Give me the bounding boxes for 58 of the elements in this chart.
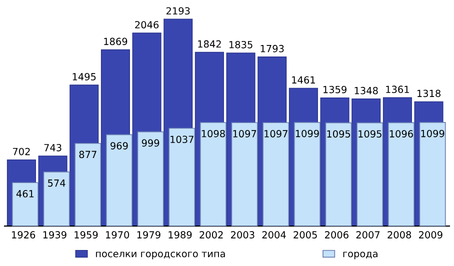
bar xyxy=(168,128,196,226)
data-label: 1097 xyxy=(264,130,288,138)
legend-label: поселки городского типа xyxy=(96,252,225,260)
bar xyxy=(106,134,132,226)
x-tick-label: 1989 xyxy=(168,231,192,238)
bar xyxy=(43,172,70,226)
x-tick-label: 1959 xyxy=(74,231,98,238)
data-label: 1318 xyxy=(417,90,440,98)
data-label: 1842 xyxy=(198,40,221,48)
data-label: 1348 xyxy=(354,86,378,94)
x-tick-label: 1926 xyxy=(12,231,36,238)
data-label: 1037 xyxy=(170,136,194,144)
x-tick-label: 2004 xyxy=(262,231,286,238)
data-label: 1461 xyxy=(292,76,315,84)
data-label: 1495 xyxy=(72,73,96,80)
data-label: 1099 xyxy=(421,130,444,138)
data-label: 1096 xyxy=(390,130,413,138)
x-tick-label: 2007 xyxy=(356,231,380,238)
bar xyxy=(137,131,164,226)
data-label: 1099 xyxy=(296,130,319,138)
bar xyxy=(12,182,38,226)
x-tick-label: 2008 xyxy=(388,231,412,238)
data-label: 2046 xyxy=(135,21,159,28)
x-tick-label: 2006 xyxy=(325,231,348,238)
x-tick-label: 2005 xyxy=(294,231,317,238)
bar xyxy=(388,122,414,226)
bar xyxy=(262,122,290,226)
data-label: 1098 xyxy=(202,130,225,138)
bar xyxy=(325,122,352,226)
data-label: 1097 xyxy=(233,130,256,138)
data-label: 1095 xyxy=(327,130,350,138)
legend-label: города xyxy=(343,252,378,260)
data-label: 574 xyxy=(48,180,66,187)
x-tick-label: 2009 xyxy=(419,231,442,238)
data-label: 877 xyxy=(79,150,96,158)
data-label: 1835 xyxy=(229,40,252,48)
x-tick-label: 1939 xyxy=(43,231,66,238)
data-label: 1793 xyxy=(260,44,284,52)
x-tick-label: 2003 xyxy=(231,231,254,238)
data-label: 1359 xyxy=(323,86,346,94)
data-label: 999 xyxy=(142,139,160,147)
x-tick-label: 2002 xyxy=(200,231,223,238)
bar xyxy=(231,122,258,226)
data-label: 2193 xyxy=(166,7,190,15)
x-tick-label: 1970 xyxy=(106,231,130,238)
data-label: 1095 xyxy=(358,130,382,138)
bar xyxy=(294,122,320,226)
data-label: 702 xyxy=(12,148,30,156)
data-label: 461 xyxy=(16,190,34,198)
bar xyxy=(356,122,384,226)
data-label: 1869 xyxy=(104,38,128,46)
bar xyxy=(200,122,226,226)
bar xyxy=(74,142,102,226)
data-label: 1361 xyxy=(386,86,409,94)
data-label: 743 xyxy=(44,144,62,152)
bar xyxy=(419,122,446,226)
data-label: 969 xyxy=(110,142,128,150)
x-tick-label: 1979 xyxy=(137,231,160,238)
